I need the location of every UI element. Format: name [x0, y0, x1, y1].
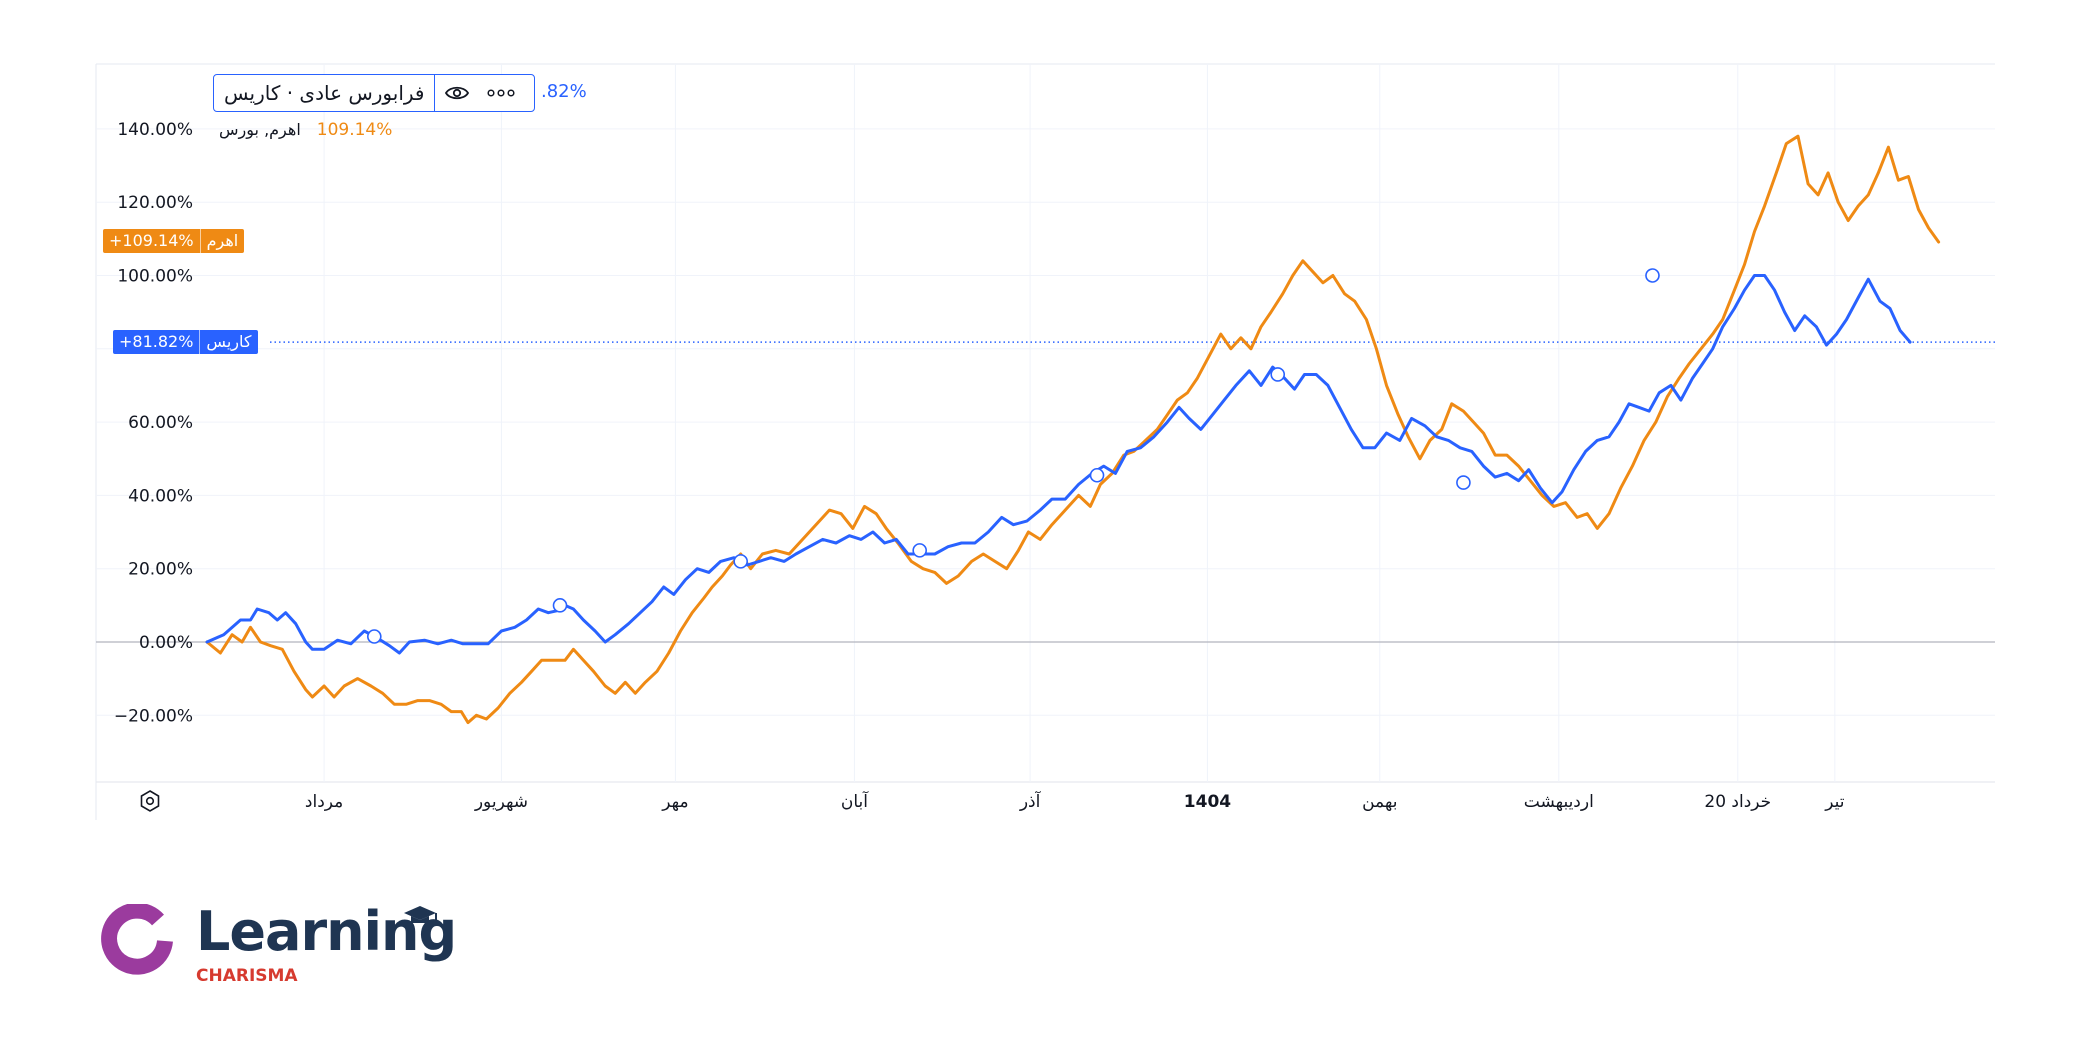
y-tick-label: 100.00%: [117, 267, 193, 287]
legend-separator: [434, 75, 436, 111]
event-marker: [1089, 467, 1105, 483]
series-layer: [205, 134, 1941, 725]
eye-icon[interactable]: [435, 75, 479, 111]
graduation-cap-icon: [404, 906, 437, 923]
x-tick-label: تیر: [1824, 792, 1845, 812]
y-tick-label: 120.00%: [117, 193, 193, 213]
grid-layer: [95, 63, 1995, 820]
x-tick-label: شهریور: [474, 792, 528, 812]
x-tick-label: 20 خرداد: [1704, 792, 1771, 812]
badge-karis-value: +81.82%: [113, 330, 201, 354]
x-tick-label: مهر: [661, 792, 688, 812]
badge-ahrom-name: اهرم: [206, 231, 239, 250]
event-marker: [733, 554, 748, 569]
series-line-karis: [205, 274, 1912, 655]
legend-compare-name: اهرم, بورس: [219, 120, 301, 139]
x-tick-label: بهمن: [1362, 792, 1397, 812]
event-marker: [912, 543, 927, 558]
x-tick-label: آذر: [1019, 790, 1042, 812]
event-marker: [1456, 475, 1471, 490]
badge-ahrom-value: +109.14%: [103, 229, 201, 253]
brand-ring-icon: [101, 904, 173, 975]
y-tick-label: 40.00%: [128, 486, 193, 506]
y-tick-label: 60.00%: [128, 413, 193, 433]
event-marker: [552, 598, 568, 613]
more-icon[interactable]: [479, 75, 523, 111]
y-tick-label: 20.00%: [128, 560, 193, 580]
x-tick-label: آبان: [841, 790, 869, 812]
event-marker: [1270, 367, 1286, 382]
event-marker: [366, 629, 382, 644]
series-line-ahrom: [205, 134, 1941, 725]
price-badge-karis: +81.82% کاریس: [113, 330, 258, 354]
x-tick-label: مرداد: [305, 792, 343, 812]
x-tick-label: 1404: [1184, 792, 1231, 812]
badge-karis-name: کاریس: [206, 332, 252, 351]
legend-box[interactable]: فرابورس عادی · کاریس: [213, 74, 535, 112]
marker-layer: [366, 268, 1660, 644]
axis-layer: 140.00% 120.00% 100.00% 60.00% 40.00% 20.00% 0…: [114, 120, 1845, 812]
brand-logo: Learning CHARISMA: [100, 900, 457, 992]
y-tick-label: 0.00%: [139, 633, 193, 653]
legend-compare-value: 109.14%: [316, 120, 393, 140]
y-tick-label: 140.00%: [117, 120, 193, 140]
legend-title[interactable]: فرابورس عادی · کاریس: [224, 81, 425, 105]
legend-compare-row[interactable]: اهرم, بورس 109.14%: [219, 120, 392, 140]
brand-sub: CHARISMA: [196, 966, 298, 986]
settings-icon[interactable]: [138, 789, 162, 813]
x-tick-label: اردیبهشت: [1524, 792, 1594, 812]
price-badge-ahrom: +109.14% اهرم: [103, 229, 245, 253]
legend-main-value: .82%: [541, 81, 587, 102]
y-tick-label: −20.00%: [114, 706, 193, 726]
event-marker: [1645, 268, 1660, 283]
